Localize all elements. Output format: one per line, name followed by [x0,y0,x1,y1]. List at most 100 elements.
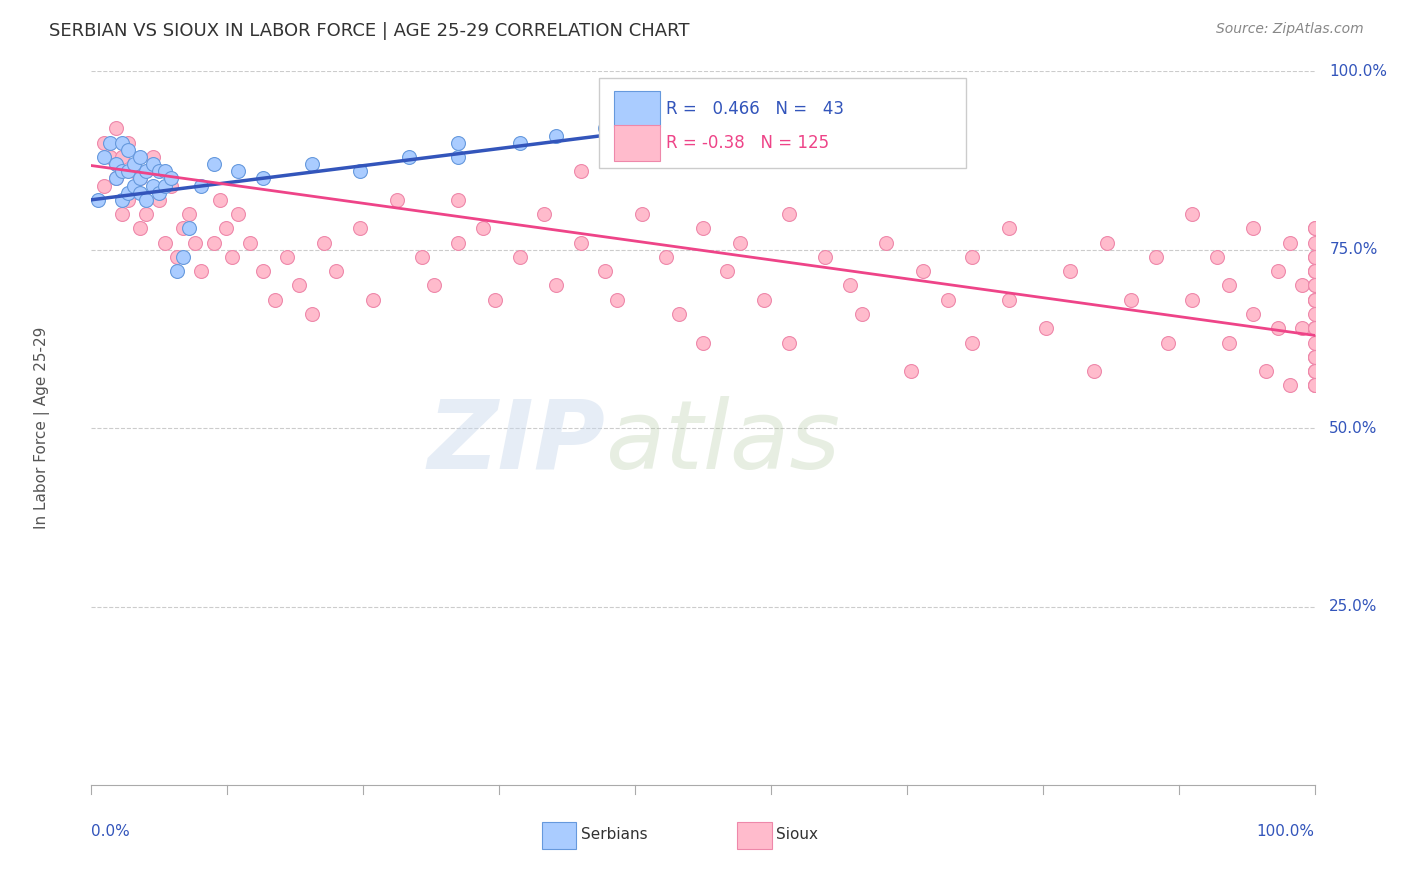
Point [1303,364,1326,378]
Point [226,207,249,221]
Point [122,157,145,171]
Point [728,235,751,250]
Point [135,164,157,178]
Point [447,150,470,164]
Point [111,164,134,178]
Point [960,250,983,264]
Point [1303,221,1326,235]
FancyBboxPatch shape [613,91,661,128]
Point [533,207,555,221]
Point [569,235,592,250]
Point [484,293,506,307]
Point [936,293,959,307]
Point [1243,221,1265,235]
FancyBboxPatch shape [613,125,661,161]
Point [129,186,152,200]
Point [998,293,1021,307]
Point [301,307,323,321]
Point [117,136,139,150]
Text: SERBIAN VS SIOUX IN LABOR FORCE | AGE 25-29 CORRELATION CHART: SERBIAN VS SIOUX IN LABOR FORCE | AGE 25… [49,22,690,40]
Point [1303,250,1326,264]
Point [179,207,201,221]
Point [1303,278,1326,293]
Point [129,171,152,186]
Point [1267,264,1289,278]
Point [122,178,145,193]
Point [1279,378,1302,392]
Point [86,193,108,207]
Point [1291,321,1313,335]
Point [778,207,800,221]
Point [1303,264,1326,278]
Point [202,235,225,250]
Point [606,293,628,307]
Text: 100.0%: 100.0% [1257,824,1315,839]
Point [166,264,188,278]
Point [900,364,922,378]
Point [593,264,616,278]
Point [215,221,238,235]
Point [1303,293,1326,307]
FancyBboxPatch shape [541,822,576,849]
Point [754,114,776,128]
Point [1095,235,1118,250]
Point [276,250,298,264]
Point [631,207,654,221]
Text: Source: ZipAtlas.com: Source: ZipAtlas.com [1216,22,1364,37]
Point [546,278,568,293]
Point [104,157,127,171]
Point [111,150,134,164]
Point [1243,307,1265,321]
Point [1303,350,1326,364]
Point [546,128,568,143]
Point [184,235,207,250]
Point [875,235,898,250]
Point [122,164,145,178]
Point [264,293,287,307]
Point [172,250,194,264]
Point [208,193,231,207]
Point [668,121,690,136]
Point [141,150,163,164]
Point [129,221,152,235]
Point [252,264,274,278]
Text: ZIP: ZIP [427,396,605,489]
Point [1157,335,1180,350]
Point [135,193,157,207]
Point [1303,307,1326,321]
Point [111,207,134,221]
Point [851,307,873,321]
Point [509,136,531,150]
Point [1059,264,1081,278]
Point [190,178,212,193]
Point [1303,264,1326,278]
Point [447,193,470,207]
Point [301,157,323,171]
Point [1303,335,1326,350]
Point [1218,335,1240,350]
Point [1291,278,1313,293]
Point [1279,235,1302,250]
Point [93,178,115,193]
Point [166,250,188,264]
Point [226,164,249,178]
Point [385,193,409,207]
Point [104,121,127,136]
Text: Serbians: Serbians [581,828,647,842]
Point [325,264,347,278]
Text: 100.0%: 100.0% [1329,64,1388,78]
Point [111,193,134,207]
Point [1303,264,1326,278]
Point [1303,321,1326,335]
Point [148,164,170,178]
Point [129,150,152,164]
Point [692,335,714,350]
Point [593,121,616,136]
Point [1303,364,1326,378]
Text: 25.0%: 25.0% [1329,599,1378,614]
Point [875,114,898,128]
Point [135,207,157,221]
Point [1267,321,1289,335]
Point [104,171,127,186]
Point [1035,321,1057,335]
